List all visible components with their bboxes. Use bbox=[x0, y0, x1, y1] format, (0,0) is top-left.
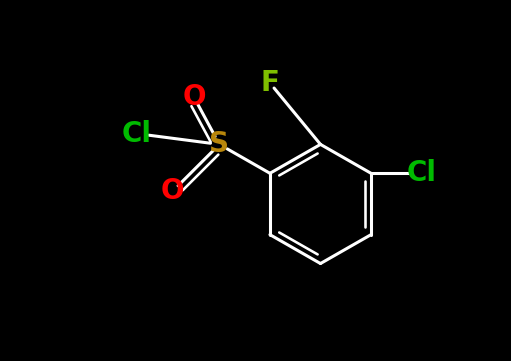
Text: F: F bbox=[261, 69, 280, 97]
Text: Cl: Cl bbox=[122, 119, 151, 148]
Text: O: O bbox=[182, 83, 206, 112]
Text: Cl: Cl bbox=[407, 159, 436, 187]
Text: O: O bbox=[161, 177, 184, 205]
Text: S: S bbox=[210, 130, 229, 158]
